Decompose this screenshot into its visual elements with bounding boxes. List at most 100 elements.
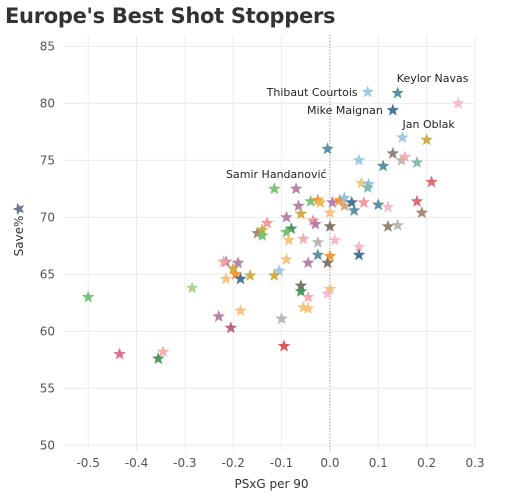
data-point-5[interactable] (321, 142, 334, 155)
data-point-65[interactable] (219, 272, 233, 285)
data-point-3[interactable] (386, 103, 400, 116)
data-point-20[interactable] (304, 194, 317, 207)
x-tick-label: -0.5 (76, 456, 99, 470)
y-tick-label: 80 (40, 96, 55, 110)
data-point-50[interactable] (352, 240, 366, 253)
data-point-75[interactable] (185, 281, 199, 294)
player-annotations: Keylor Navas Thibaut Courtois Mike Maignan… (226, 72, 469, 181)
x-tick-label: 0.3 (465, 456, 484, 470)
data-point-35[interactable] (284, 222, 298, 235)
data-point-8[interactable] (395, 153, 408, 166)
data-point-0[interactable] (451, 96, 465, 109)
data-point-64[interactable] (229, 267, 242, 280)
data-point-7[interactable] (386, 146, 400, 159)
data-point-1[interactable] (391, 86, 404, 99)
data-point-63[interactable] (226, 262, 240, 274)
data-point-76[interactable] (234, 304, 247, 317)
x-tick-label: 0.0 (320, 456, 339, 470)
data-point-15[interactable] (362, 177, 375, 190)
data-point-58[interactable] (321, 256, 334, 269)
data-point-74[interactable] (81, 290, 95, 303)
data-point-70[interactable] (294, 284, 308, 297)
data-point-6[interactable] (396, 130, 409, 143)
data-point-9[interactable] (398, 150, 412, 163)
data-point-42[interactable] (251, 226, 264, 239)
data-point-25[interactable] (338, 191, 351, 204)
data-point-55[interactable] (352, 248, 366, 261)
data-point-36[interactable] (294, 207, 308, 220)
data-point-39[interactable] (323, 206, 337, 219)
data-point-23[interactable] (326, 195, 339, 208)
data-point-12[interactable] (376, 159, 390, 172)
data-point-82[interactable] (277, 339, 291, 352)
annotation-label: Jan Oblak (402, 118, 456, 131)
data-point-17[interactable] (268, 182, 281, 195)
x-tick-label: -0.4 (125, 456, 148, 470)
data-point-83[interactable] (113, 347, 126, 360)
data-point-13[interactable] (425, 175, 438, 188)
data-point-45[interactable] (280, 225, 293, 238)
data-point-34[interactable] (280, 210, 293, 223)
data-point-19[interactable] (292, 199, 305, 212)
data-point-10[interactable] (410, 156, 424, 168)
x-tick-label: -0.1 (270, 456, 293, 470)
data-point-85[interactable] (152, 352, 165, 365)
data-point-21[interactable] (311, 193, 325, 206)
data-point-48[interactable] (311, 235, 325, 248)
data-point-40[interactable] (323, 219, 337, 232)
x-tick-label: -0.3 (173, 456, 196, 470)
data-point-54[interactable] (323, 249, 337, 262)
data-point-2[interactable] (361, 85, 374, 98)
data-point-72[interactable] (321, 287, 334, 300)
data-point-29[interactable] (357, 195, 371, 208)
data-point-30[interactable] (372, 198, 385, 211)
data-point-28[interactable] (347, 203, 361, 216)
data-point-31[interactable] (381, 200, 395, 213)
data-point-62[interactable] (217, 255, 230, 268)
data-point-24[interactable] (333, 193, 346, 206)
legend-star-icon (12, 202, 25, 216)
data-point-53[interactable] (311, 248, 325, 261)
data-point-56[interactable] (280, 252, 293, 265)
data-point-57[interactable] (301, 256, 315, 269)
data-point-61[interactable] (231, 256, 245, 269)
y-tick-label: 55 (40, 381, 55, 395)
data-point-38[interactable] (309, 217, 322, 230)
data-point-26[interactable] (338, 199, 351, 212)
data-point-33[interactable] (415, 206, 429, 219)
data-point-22[interactable] (313, 195, 327, 208)
data-point-37[interactable] (306, 214, 320, 227)
data-point-80[interactable] (212, 309, 226, 322)
data-point-51[interactable] (381, 219, 395, 232)
data-point-81[interactable] (224, 321, 238, 334)
data-point-47[interactable] (297, 232, 310, 245)
data-point-66[interactable] (234, 272, 247, 285)
data-point-84[interactable] (156, 345, 170, 358)
data-point-46[interactable] (282, 233, 296, 246)
y-tick-label: 85 (40, 39, 55, 53)
data-point-44[interactable] (255, 228, 269, 241)
y-axis-title: Save% (12, 216, 26, 257)
data-point-18[interactable] (289, 182, 303, 195)
data-point-78[interactable] (301, 301, 315, 314)
data-point-14[interactable] (355, 176, 368, 189)
data-point-59[interactable] (272, 264, 286, 277)
data-point-52[interactable] (391, 218, 404, 231)
data-point-49[interactable] (328, 233, 342, 246)
data-point-73[interactable] (301, 290, 315, 303)
data-point-32[interactable] (410, 194, 424, 207)
chart-title: Europe's Best Shot Stoppers (5, 4, 336, 28)
data-point-71[interactable] (323, 282, 337, 295)
data-point-16[interactable] (361, 181, 374, 194)
data-point-27[interactable] (345, 195, 358, 208)
x-tick-labels: -0.5 -0.4 -0.3 -0.2 -0.1 0.0 0.1 0.2 0.3 (76, 456, 484, 470)
data-point-68[interactable] (268, 268, 281, 281)
data-point-41[interactable] (260, 216, 274, 229)
y-tick-label: 75 (40, 153, 55, 167)
data-point-11[interactable] (352, 153, 366, 166)
data-point-4[interactable] (420, 133, 433, 146)
data-point-79[interactable] (275, 312, 288, 325)
grid-lines (64, 35, 476, 451)
data-point-67[interactable] (243, 268, 257, 281)
